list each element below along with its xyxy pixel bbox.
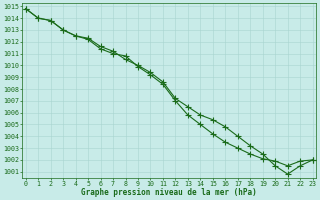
X-axis label: Graphe pression niveau de la mer (hPa): Graphe pression niveau de la mer (hPa) — [81, 188, 257, 197]
